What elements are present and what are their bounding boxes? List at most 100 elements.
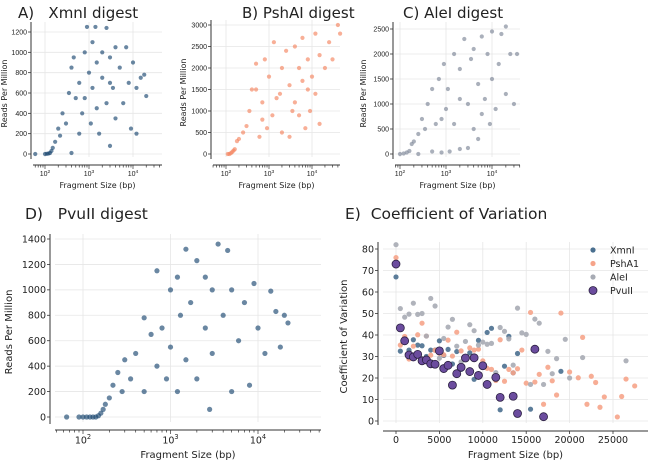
- data-point: [506, 336, 512, 342]
- data-point: [225, 247, 231, 254]
- data-point: [545, 348, 551, 354]
- y-tick-label: 1000: [373, 101, 389, 108]
- data-point: [478, 361, 488, 371]
- y-tick-label: 1000: [191, 108, 207, 115]
- data-point: [436, 76, 441, 82]
- data-point: [432, 303, 438, 309]
- data-point: [313, 91, 318, 96]
- data-point: [540, 401, 547, 407]
- data-point: [277, 91, 283, 96]
- data-point: [496, 61, 501, 67]
- data-point: [50, 145, 55, 150]
- data-point: [527, 309, 534, 316]
- data-point: [102, 401, 108, 407]
- data-point: [133, 350, 139, 357]
- panel-b-title: B) PshAI digest: [242, 4, 355, 22]
- x-tick-label: 103: [441, 169, 452, 178]
- data-point: [290, 108, 295, 114]
- data-point: [117, 65, 122, 70]
- data-point: [441, 61, 446, 67]
- data-point: [540, 381, 547, 388]
- panel-a-title: A) XmnI digest: [18, 4, 138, 22]
- legend: XmnI PshA1 AleI PvuII: [588, 246, 639, 297]
- data-point: [284, 48, 289, 53]
- data-point: [174, 274, 181, 280]
- y-axis-label: Coefficient of Variation: [339, 280, 350, 394]
- data-point: [469, 353, 479, 363]
- data-point: [536, 371, 542, 377]
- data-point: [88, 121, 93, 126]
- data-point: [419, 343, 425, 349]
- data-point: [430, 86, 435, 92]
- x-tick-label: 5000: [427, 435, 451, 446]
- data-point: [80, 414, 86, 420]
- data-point: [553, 356, 560, 362]
- data-point: [317, 53, 322, 58]
- data-point: [270, 113, 275, 118]
- data-point: [296, 113, 302, 118]
- y-tick-label: 2500: [191, 44, 207, 51]
- data-point: [506, 366, 512, 372]
- data-point: [419, 116, 425, 122]
- y-tick-label: 1200: [22, 260, 46, 271]
- legend-label: PvuII: [610, 286, 633, 297]
- data-point: [495, 392, 505, 402]
- data-point: [400, 336, 410, 346]
- data-point: [449, 316, 456, 322]
- data-point: [465, 367, 475, 376]
- data-point: [476, 81, 481, 87]
- x-tick-label: 103: [162, 433, 178, 446]
- data-point: [428, 295, 434, 302]
- data-point: [475, 346, 482, 352]
- data-point: [93, 24, 98, 30]
- data-point: [454, 343, 460, 349]
- data-point: [107, 80, 113, 85]
- data-point: [300, 35, 305, 41]
- data-point: [104, 101, 109, 106]
- data-point: [110, 85, 116, 91]
- data-point: [462, 36, 467, 42]
- data-point: [632, 383, 638, 389]
- data-point: [530, 344, 540, 354]
- y-tick-label: 600: [28, 336, 46, 347]
- data-point: [527, 381, 534, 388]
- data-point: [142, 72, 147, 77]
- data-point: [407, 148, 412, 154]
- data-point: [253, 61, 259, 66]
- data-point: [445, 86, 451, 92]
- x-tick-label: 104: [487, 169, 498, 178]
- data-point: [241, 299, 248, 306]
- data-point: [406, 311, 412, 317]
- y-tick-label: 2500: [373, 26, 389, 33]
- y-tick-label: 400: [15, 111, 27, 118]
- data-point: [229, 287, 235, 293]
- y-tick-label: 400: [28, 361, 46, 372]
- data-point: [454, 348, 460, 355]
- data-point: [575, 375, 581, 381]
- x-tick-label: 104: [307, 169, 318, 178]
- y-tick-label: 1500: [191, 87, 207, 94]
- data-point: [489, 76, 495, 82]
- data-point: [467, 350, 473, 356]
- data-point: [419, 320, 425, 326]
- data-point: [335, 22, 340, 28]
- data-point: [148, 331, 154, 337]
- x-tick-label: 102: [395, 169, 406, 178]
- data-point: [202, 325, 208, 331]
- data-point: [511, 101, 517, 107]
- data-point: [262, 350, 268, 357]
- data-point: [510, 370, 516, 376]
- y-axis-label: Reads Per Million: [359, 60, 368, 128]
- y-tick-label: 0: [368, 416, 374, 427]
- data-point: [471, 328, 477, 334]
- y-tick-label: 1000: [22, 285, 46, 296]
- data-point: [232, 147, 237, 152]
- y-tick-label: 3000: [191, 22, 207, 29]
- data-point: [499, 31, 504, 37]
- data-point: [183, 357, 189, 363]
- panel-e: 0 10 20 30 40 50 60 70 80 0 5000 10000 15000 20000 250…: [339, 242, 648, 461]
- data-point: [273, 308, 279, 315]
- data-point: [188, 299, 194, 306]
- data-point: [514, 305, 521, 311]
- data-point: [126, 80, 131, 85]
